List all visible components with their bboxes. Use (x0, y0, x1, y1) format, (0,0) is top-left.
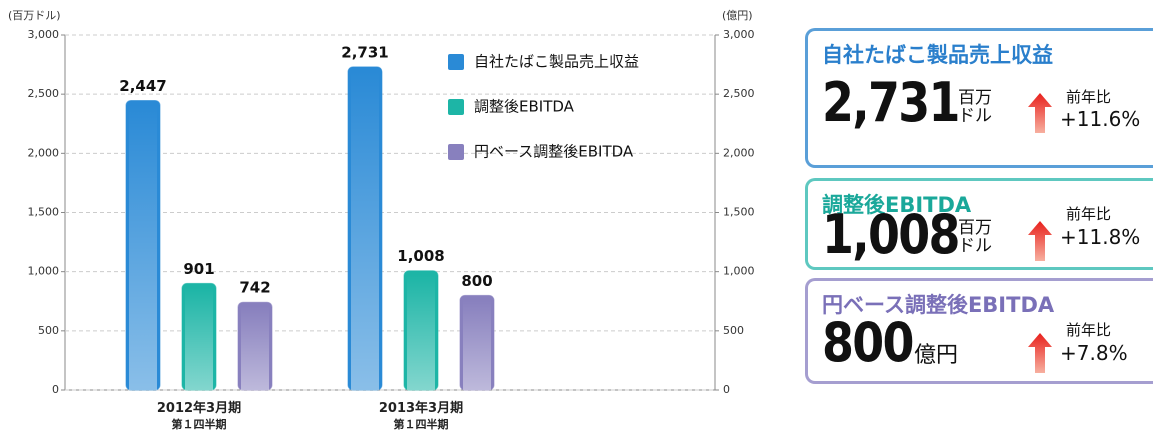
y-tick-label: 0 (52, 383, 59, 396)
unit-line: ドル (958, 236, 992, 256)
legend-swatch (448, 99, 464, 115)
x-tick-label: 2013年3月期第１四半期 (379, 400, 463, 432)
unit-line: 百万 (958, 88, 992, 108)
bar-shine (351, 70, 379, 390)
card-title: 自社たばこ製品売上収益 (822, 43, 1053, 67)
value-label: 800 (461, 272, 492, 290)
x-tick-label-line: 2012年3月期 (157, 400, 241, 416)
y-tick-label: 2,500 (28, 87, 60, 100)
card-unit: 百万 ドル (958, 219, 992, 255)
card-title: 調整後EBITDA (822, 193, 972, 217)
value-label: 901 (183, 260, 214, 278)
x-tick-label-line: 2013年3月期 (379, 400, 463, 416)
card: 円ベース調整後EBITDA 800 億円 前年比 +7.8% (805, 278, 1153, 384)
card: 調整後EBITDA 1,008 百万 ドル 前年比 +11.8% (805, 178, 1153, 270)
bar-shine (129, 104, 157, 391)
change-label: 前年比 (1066, 321, 1112, 339)
chart: (百万ドル) (億円) 0 500 1,000 1,500 2,000 2,500 3,00… (8, 9, 755, 432)
card: 自社たばこ製品売上収益 2,731 百万 ドル 前年比 +11.6% (805, 28, 1153, 168)
bar-shine (185, 287, 213, 390)
up-arrow (1028, 93, 1052, 133)
legend-swatch (448, 144, 464, 160)
y2-tick-label: 1,000 (723, 265, 755, 278)
y2-tick-label: 500 (723, 324, 744, 337)
up-arrow (1028, 221, 1052, 261)
bar-shine (407, 274, 435, 390)
y2-tick-label: 2,500 (723, 87, 755, 100)
y2-tick-label: 0 (723, 383, 730, 396)
y2-axis-label: (億円) (722, 9, 753, 22)
unit-line: 億円 (914, 343, 959, 368)
unit-line: 百万 (958, 218, 992, 238)
unit-line: ドル (958, 106, 992, 126)
card-unit: 億円 (914, 343, 959, 368)
x-tick-label-line: 第１四半期 (172, 417, 227, 431)
card-value: 800 (822, 311, 914, 374)
bar-shine (241, 306, 269, 390)
change-label: 前年比 (1066, 205, 1112, 223)
card-title: 円ベース調整後EBITDA (822, 293, 1055, 317)
change-label: 前年比 (1066, 88, 1112, 106)
y-tick-label: 1,500 (28, 206, 60, 219)
legend-label: 円ベース調整後EBITDA (474, 143, 634, 161)
legend-label: 自社たばこ製品売上収益 (474, 53, 639, 71)
y-axis-label: (百万ドル) (8, 9, 61, 22)
value-label: 1,008 (397, 247, 444, 265)
card-value: 1,008 (822, 203, 960, 266)
y2-tick-label: 3,000 (723, 28, 755, 41)
legend-swatch (448, 54, 464, 70)
value-label: 2,731 (341, 43, 388, 61)
y-tick-label: 500 (38, 324, 59, 337)
card-value: 2,731 (822, 71, 960, 134)
up-arrow (1028, 333, 1052, 373)
value-label: 742 (239, 279, 270, 297)
card-unit: 百万 ドル (958, 89, 992, 125)
legend-label: 調整後EBITDA (474, 98, 575, 116)
change-value: +11.8% (1060, 225, 1141, 249)
x-tick-label-line: 第１四半期 (394, 417, 449, 431)
y-tick-label: 1,000 (28, 265, 60, 278)
change-value: +7.8% (1060, 341, 1128, 365)
change-value: +11.6% (1060, 107, 1141, 131)
y-tick-label: 3,000 (28, 28, 60, 41)
x-tick-label: 2012年3月期第１四半期 (157, 400, 241, 432)
y-tick-label: 2,000 (28, 146, 60, 159)
y2-tick-label: 1,500 (723, 206, 755, 219)
y2-tick-label: 2,000 (723, 146, 755, 159)
value-label: 2,447 (119, 77, 166, 95)
bar-shine (463, 299, 491, 390)
